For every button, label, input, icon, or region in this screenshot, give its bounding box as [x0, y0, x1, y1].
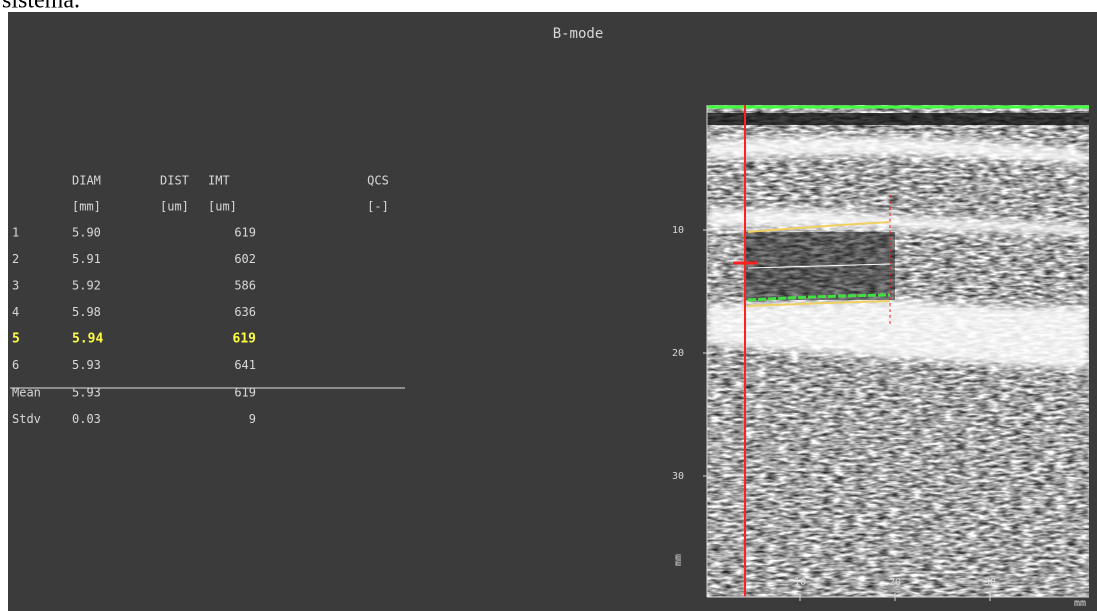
imt-value: 619 — [234, 226, 256, 240]
diam-value: 5.92 — [72, 279, 101, 293]
diam-value: 5.93 — [72, 386, 101, 400]
x-tick-label: 10 — [794, 577, 806, 588]
screen: sistema. B-mode mm mm DIAM [mm] DIST [um] IM… — [0, 0, 1097, 611]
diam-value: 0.03 — [72, 412, 101, 426]
x-tick-label: 30 — [984, 577, 996, 588]
column-name: QCS — [367, 174, 389, 188]
diam-value: 5.98 — [72, 305, 101, 319]
x-unit: mm — [1074, 598, 1086, 609]
column-name: IMT — [208, 174, 230, 188]
imt-value: 9 — [249, 412, 256, 426]
diam-value: 5.91 — [72, 252, 101, 266]
row-label: Mean — [12, 386, 41, 400]
column-name: DIAM — [72, 174, 101, 188]
caption: sistema. — [2, 0, 80, 14]
y-unit: mm — [673, 554, 684, 566]
column-unit: [um] — [160, 200, 189, 214]
imt-value: 619 — [233, 332, 256, 347]
column-name: DIST — [160, 174, 189, 188]
column-unit: [-] — [367, 200, 389, 214]
imt-value: 619 — [234, 386, 256, 400]
row-label: 1 — [12, 226, 19, 240]
row-label: 4 — [12, 305, 19, 319]
y-tick-label: 10 — [672, 225, 684, 236]
row-label: 2 — [12, 252, 19, 266]
imt-value: 586 — [234, 279, 256, 293]
imt-value: 641 — [234, 358, 256, 372]
y-tick-label: 30 — [672, 471, 684, 482]
row-label: Stdv — [12, 412, 41, 426]
diam-value: 5.93 — [72, 358, 101, 372]
imt-value: 602 — [234, 252, 256, 266]
x-tick-label: 20 — [889, 577, 901, 588]
row-label: 6 — [12, 358, 19, 372]
diam-value: 5.90 — [72, 226, 101, 240]
row-label: 5 — [12, 332, 20, 347]
diam-value: 5.94 — [72, 332, 103, 347]
y-tick-label: 20 — [672, 348, 684, 359]
column-unit: [mm] — [72, 200, 101, 214]
column-unit: [um] — [208, 200, 237, 214]
title: B-mode — [553, 26, 604, 42]
row-label: 3 — [12, 279, 19, 293]
imt-value: 636 — [234, 305, 256, 319]
ultrasound-image — [707, 105, 1089, 597]
